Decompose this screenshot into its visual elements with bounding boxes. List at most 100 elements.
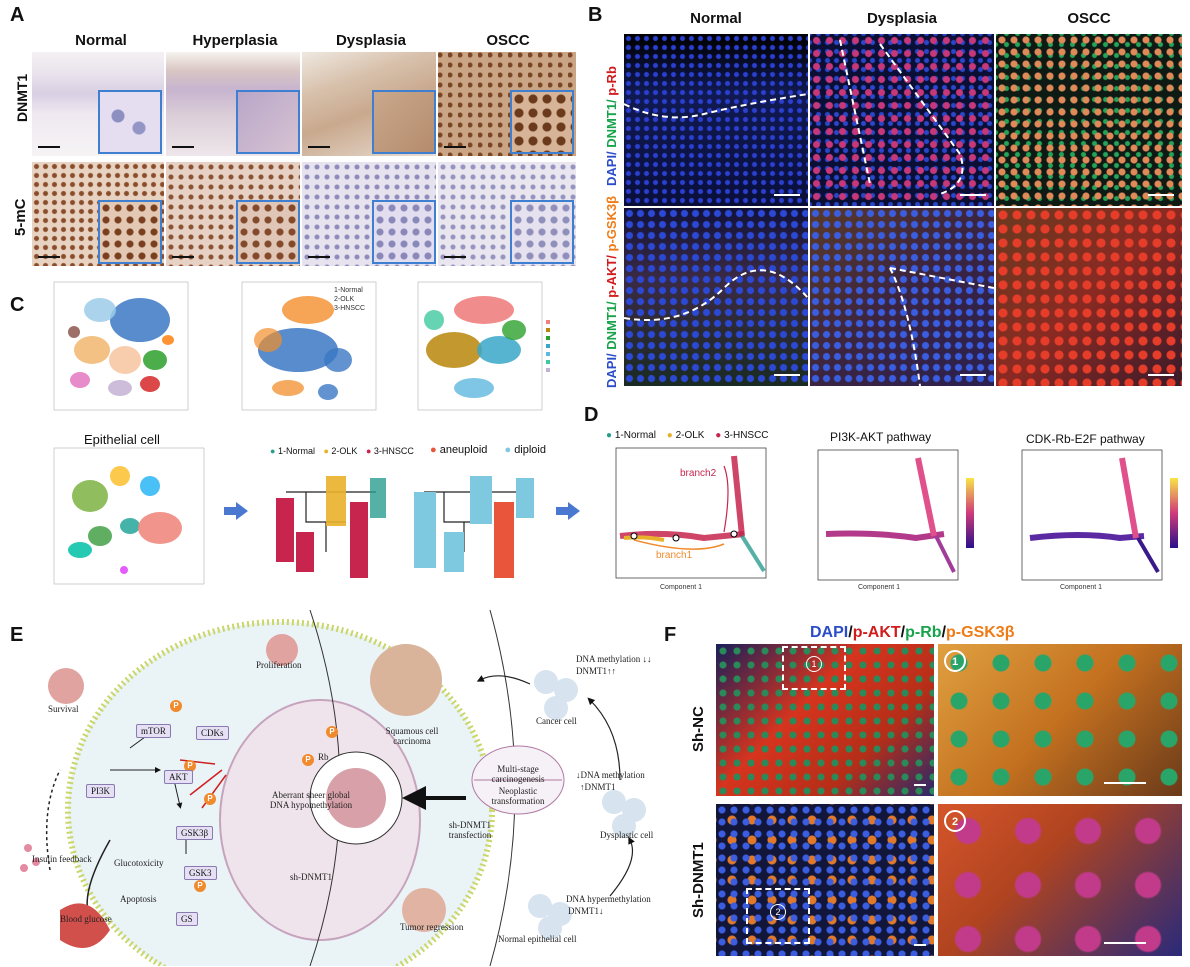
if-dysplasia-row2 xyxy=(810,208,994,386)
ihc-5mc-normal xyxy=(32,162,164,266)
label-scc: Squamous cell carcinoma xyxy=(385,726,439,746)
scale-bar xyxy=(38,256,60,258)
scale-bar xyxy=(960,374,986,376)
trajectory-tree-ploidy xyxy=(414,476,534,578)
if-dysplasia-row1 xyxy=(810,34,994,206)
scale-bar xyxy=(1104,942,1146,944)
label-insulin-feedback: Insulin feedback xyxy=(32,854,92,864)
if-shdnmt1-zoom: 2 xyxy=(938,804,1182,956)
branch1-label: branch1 xyxy=(656,550,693,561)
panel-b-row2-label: DAPI/ DNMT1/ p-AKT/ p-GSK3β xyxy=(604,195,619,388)
scale-bar xyxy=(914,784,926,786)
phospho-icon: P xyxy=(184,760,196,772)
trajectory-plot-cdk xyxy=(1021,449,1178,581)
label-dysplastic-cell: Dysplastic cell xyxy=(600,830,654,840)
panel-a-row-5mc: 5-mC xyxy=(12,198,29,236)
inset-marker: 1 xyxy=(944,650,966,672)
scale-bar xyxy=(444,256,466,258)
node-akt: AKT xyxy=(164,770,193,784)
label-normal-cell: Normal epithelial cell xyxy=(498,934,577,944)
label-dnmt1-normal: DNMT1↓ xyxy=(568,906,604,916)
if-shnc-overview: 1 xyxy=(716,644,934,796)
if-normal-row2 xyxy=(624,208,808,386)
label-aberrant-hypomethylation: Aberrant sheer global DNA hypomethylatio… xyxy=(269,790,353,810)
phospho-icon: P xyxy=(326,726,338,738)
branch2-label: branch2 xyxy=(680,468,717,479)
node-cdks: CDKs xyxy=(196,726,229,740)
if-shdnmt1-overview: 2 xyxy=(716,804,934,956)
ihc-dnmt1-oscc xyxy=(438,52,576,156)
label-cancer-cell: Cancer cell xyxy=(536,716,577,726)
node-pi3k: PI3K xyxy=(86,784,116,798)
phospho-icon: P xyxy=(302,754,314,766)
scale-bar xyxy=(774,374,800,376)
label-sh-dnmt1: sh-DNMT1 xyxy=(290,872,332,882)
panel-a-letter: A xyxy=(10,4,25,26)
label-apoptosis: Apoptosis xyxy=(120,894,157,904)
label-neoplastic: Neoplastic transformation xyxy=(491,786,545,806)
label-survival: Survival xyxy=(48,704,79,714)
panel-a-col-hyperplasia: Hyperplasia xyxy=(192,32,278,49)
label-rb: Rb xyxy=(318,752,329,762)
cdk-rb-e2f-title: CDK-Rb-E2F pathway xyxy=(1026,432,1145,446)
pi3k-akt-title: PI3K-AKT pathway xyxy=(830,430,932,444)
panel-a-col-normal: Normal xyxy=(75,32,127,49)
scale-bar xyxy=(172,146,194,148)
inset-box xyxy=(782,646,846,690)
label-dna-meth-dys: ↓DNA methylation xyxy=(576,770,645,780)
inset-marker: 2 xyxy=(944,810,966,832)
panel-f-row-shdnmt1: Sh-DNMT1 xyxy=(690,842,707,918)
ihc-5mc-dysplasia xyxy=(302,162,436,266)
panel-d-xlabel: Component 1 xyxy=(660,584,703,591)
arrow-right-icon xyxy=(224,502,248,520)
ihc-inset xyxy=(236,200,300,264)
label-sh-transfection: sh-DNMT1 transfection xyxy=(448,820,492,840)
label-dna-meth-cancer: DNA methylation ↓↓ xyxy=(576,654,652,664)
if-oscc-row2 xyxy=(996,208,1182,386)
label-tumor-regression: Tumor regression xyxy=(400,922,464,932)
panel-b-col-dysplasia: Dysplasia xyxy=(866,10,938,27)
panel-a-col-oscc: OSCC xyxy=(486,32,530,49)
ihc-inset xyxy=(510,90,574,154)
panel-b-col-normal: Normal xyxy=(690,10,742,27)
panel-b-col-oscc: OSCC xyxy=(1067,10,1111,27)
if-shnc-zoom: 1 xyxy=(938,644,1182,796)
ihc-inset xyxy=(98,90,162,154)
arrow-right-icon xyxy=(556,502,580,520)
panel-a-col-dysplasia: Dysplasia xyxy=(335,32,407,49)
phospho-icon: P xyxy=(170,700,182,712)
panel-b-row1-label: DAPI/ DNMT1/ p-Rb xyxy=(604,66,619,186)
label-dnmt1-dys: ↑DNMT1 xyxy=(580,782,616,792)
scale-bar xyxy=(1148,374,1174,376)
if-normal-row1 xyxy=(624,34,808,206)
inset-marker: 1 xyxy=(806,656,822,672)
ihc-dnmt1-normal xyxy=(32,52,164,156)
scale-bar xyxy=(38,146,60,148)
label-proliferation: Proliferation xyxy=(256,660,302,670)
tsne-epithelial-plot xyxy=(53,447,205,585)
scale-bar xyxy=(1148,194,1174,196)
ihc-inset xyxy=(372,90,436,154)
scale-bar xyxy=(960,194,986,196)
scale-bar xyxy=(308,256,330,258)
scale-bar xyxy=(308,146,330,148)
label-dna-hyper: DNA hypermethylation xyxy=(566,894,651,904)
panel-e-letter: E xyxy=(10,624,24,646)
scale-bar xyxy=(774,194,800,196)
panel-f-row-shnc: Sh-NC xyxy=(690,706,707,752)
trajectory-ploidy-legend: ● aneuploid ● diploid xyxy=(430,444,546,456)
panel-d-xlabel-cdk: Component 1 xyxy=(1060,584,1103,591)
panel-f-letter: F xyxy=(664,624,677,646)
node-gs: GS xyxy=(176,912,198,926)
scale-bar xyxy=(914,944,926,946)
panel-c-letter: C xyxy=(10,294,25,316)
label-blood-glucose: Blood glucose xyxy=(60,914,112,924)
panel-f-title: DAPI/p-AKT/p-Rb/p-GSK3β xyxy=(810,624,1015,641)
trajectory-groups-legend: ● 1-Normal ● 2-OLK ● 3-HNSCC xyxy=(270,446,414,456)
inset-marker: 2 xyxy=(770,904,786,920)
tsne-clusters-plot xyxy=(53,281,189,411)
phospho-icon: P xyxy=(194,880,206,892)
label-dnmt1-cancer: DNMT1↑↑ xyxy=(576,666,616,676)
phospho-icon: P xyxy=(204,793,216,805)
ihc-inset xyxy=(510,200,574,264)
